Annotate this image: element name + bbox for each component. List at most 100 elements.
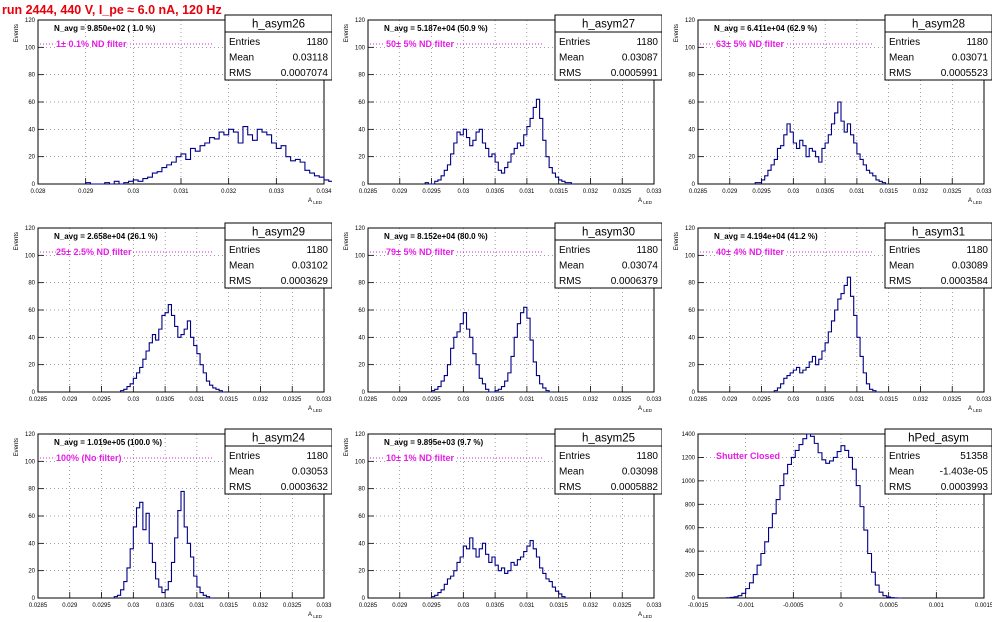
x-tick-label: 0.032: [583, 603, 599, 609]
x-tick-label: 0.033: [646, 603, 662, 609]
stat-entries-label: Entries: [229, 245, 260, 256]
histogram-name: h_asym30: [582, 227, 635, 239]
y-tick-label: 40: [358, 541, 365, 547]
stat-entries-value: 1180: [636, 37, 658, 48]
x-tick-label: 0.0325: [283, 397, 302, 403]
y-tick-label: 20: [358, 569, 365, 575]
stat-rms-value: 0.0005991: [611, 68, 659, 79]
navg-label: N_avg = 2.658e+04 (26.1 %): [54, 232, 158, 241]
histogram-svg: 0.028 0.029 0.03 0.031 0.032 0.033 0.034 0 20 40 6…: [14, 14, 332, 205]
histogram-line: [85, 126, 332, 185]
histogram-svg: -0.0015 -0.001 -0.0005 0 0.0005 0.001 0.0015 0 2…: [682, 428, 992, 609]
x-tick-label: 0.0325: [613, 189, 632, 195]
x-tick-label: 0.0305: [156, 603, 175, 609]
x-tick-label: 0.0295: [422, 189, 441, 195]
stats-box: h_asym30 Entries 1180 Mean 0.03074 RMS 0.00063…: [554, 222, 662, 289]
y-axis: 0 20 40 60 80 100 120: [25, 432, 44, 602]
y-tick-label: 80: [358, 73, 365, 79]
x-tick-label: 0.03: [127, 397, 139, 403]
x-axis-label: A LED: [638, 198, 653, 205]
y-axis: 0 200 400 600 800 1000 1200 1400: [682, 432, 704, 602]
y-tick-label: 600: [685, 526, 696, 532]
x-tick-label: 0.0325: [943, 397, 962, 403]
stat-rms-label: RMS: [889, 482, 912, 493]
stats-box: h_asym29 Entries 1180 Mean 0.03102 RMS 0.00036…: [224, 222, 332, 289]
stat-mean-label: Mean: [559, 467, 584, 478]
y-tick-label: 40: [358, 335, 365, 341]
histogram-svg: 0.0285 0.029 0.0295 0.03 0.0305 0.031 0.0315 0.…: [344, 14, 662, 205]
x-tick-label: 0.033: [646, 189, 662, 195]
x-tick-label: 0.001: [929, 603, 945, 609]
x-tick-label: 0.0015: [975, 603, 992, 609]
y-tick-label: 80: [358, 487, 365, 493]
histogram-name: h_asym24: [252, 433, 306, 445]
stats-body-box: [224, 239, 332, 289]
histogram-line: [431, 537, 569, 599]
y-tick-label: 100: [25, 45, 36, 51]
y-axis: 0 20 40 60 80 100 120: [355, 432, 374, 602]
x-axis: 0.0285 0.029 0.0295 0.03 0.0305 0.031 0.0315 0.…: [359, 386, 662, 403]
stat-entries-value: 1180: [636, 451, 658, 462]
x-tick-label: 0.029: [722, 189, 738, 195]
page-title: run 2444, 440 V, I_pe ≈ 6.0 nA, 120 Hz: [2, 3, 222, 17]
x-tick-label: 0.031: [519, 397, 535, 403]
stat-mean-value: 0.03053: [292, 467, 329, 478]
y-tick-label: 0: [692, 182, 696, 188]
navg-label: N_avg = 5.187e+04 (50.9 %): [384, 24, 488, 33]
x-tick-label: 0.0005: [879, 603, 898, 609]
x-tick-label: 0.0285: [29, 397, 48, 403]
stats-box: hPed_asym Entries 51358 Mean -1.403e-05 RMS 0.…: [884, 428, 992, 495]
x-tick-label: 0.0285: [689, 189, 708, 195]
x-tick-label: 0.029: [722, 397, 738, 403]
x-tick-label: 0.033: [976, 397, 992, 403]
y-tick-label: 0: [362, 390, 366, 396]
x-tick-label: 0.029: [78, 189, 94, 195]
y-tick-label: 40: [28, 335, 35, 341]
y-tick-label: 60: [358, 514, 365, 520]
y-tick-label: 0: [362, 182, 366, 188]
y-tick-label: 0: [692, 390, 696, 396]
y-axis-label: Events: [344, 232, 350, 250]
y-tick-label: 40: [28, 541, 35, 547]
y-tick-label: 120: [25, 226, 36, 232]
stats-box: h_asym24 Entries 1180 Mean 0.03053 RMS 0.00036…: [224, 428, 332, 495]
stat-rms-label: RMS: [559, 482, 582, 493]
y-tick-label: 60: [688, 308, 695, 314]
histogram-name: h_asym27: [582, 19, 635, 31]
y-tick-label: 100: [355, 253, 366, 259]
y-tick-label: 80: [28, 73, 35, 79]
x-tick-label: 0.033: [646, 397, 662, 403]
x-tick-label: 0.031: [519, 189, 535, 195]
x-tick-label: 0.031: [189, 603, 205, 609]
stat-rms-label: RMS: [559, 68, 582, 79]
x-tick-label: -0.0005: [783, 603, 804, 609]
stat-mean-label: Mean: [229, 53, 254, 64]
x-axis: 0.0285 0.029 0.0295 0.03 0.0305 0.031 0.0315 0.…: [689, 178, 992, 195]
y-tick-label: 20: [358, 363, 365, 369]
x-tick-label: 0.029: [392, 189, 408, 195]
histogram-panel-h-asym28: 0.0285 0.029 0.0295 0.03 0.0305 0.031 0.0315 0.…: [662, 14, 992, 208]
x-tick-label: 0.0325: [943, 189, 962, 195]
x-axis: 0.028 0.029 0.03 0.031 0.032 0.033 0.034: [30, 178, 332, 195]
x-tick-label: 0.0295: [422, 603, 441, 609]
histogram-name: hPed_asym: [908, 433, 969, 445]
navg-label: N_avg = 1.019e+05 (100.0 %): [54, 438, 162, 447]
stats-body-box: [554, 31, 662, 81]
x-tick-label: 0.0315: [549, 603, 568, 609]
x-tick-label: 0.03: [457, 397, 469, 403]
y-tick-label: 800: [685, 502, 696, 508]
histogram-panel-hped-asym: -0.0015 -0.001 -0.0005 0 0.0005 0.001 0.0015 0 2…: [662, 428, 992, 622]
stat-entries-label: Entries: [889, 245, 920, 256]
y-tick-label: 40: [28, 127, 35, 133]
y-tick-label: 20: [28, 155, 35, 161]
histogram-name: h_asym31: [912, 227, 965, 239]
y-axis: 0 20 40 60 80 100 120: [685, 18, 704, 188]
y-tick-label: 0: [362, 596, 366, 602]
y-tick-label: 1200: [682, 455, 696, 461]
x-tick-label: 0.032: [253, 397, 269, 403]
navg-label: N_avg = 8.152e+04 (80.0 %): [384, 232, 488, 241]
navg-label: N_avg = 6.411e+04 (62.9 %): [714, 24, 818, 33]
filter-label: 79± 5% ND filter: [386, 247, 454, 257]
stat-rms-label: RMS: [559, 276, 582, 287]
stat-mean-label: Mean: [559, 261, 584, 272]
